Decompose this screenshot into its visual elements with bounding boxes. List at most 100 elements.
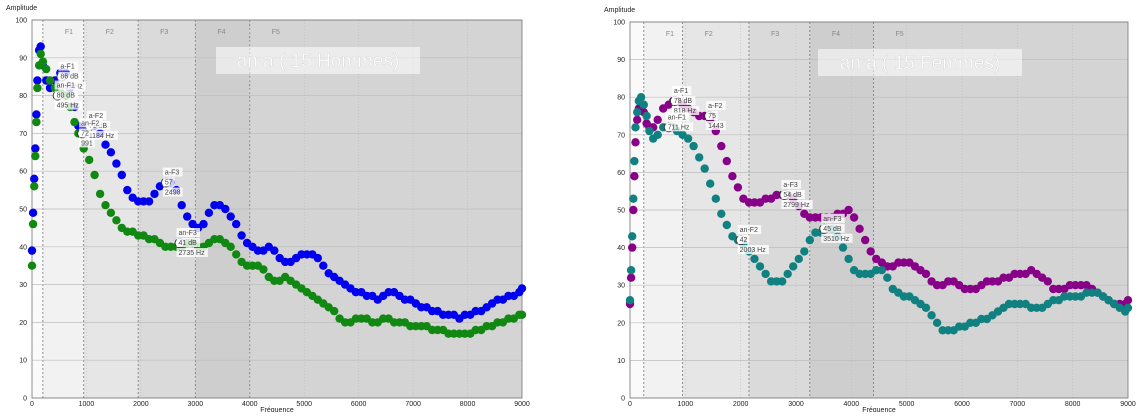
annotation-label: 72: [81, 130, 89, 137]
data-point: [683, 134, 693, 143]
y-axis-label: Amplitude: [604, 7, 635, 14]
data-point: [150, 189, 159, 199]
annotation-label-bg: [665, 122, 694, 132]
y-tick-label: 10: [19, 358, 27, 365]
annotation-2: a-F2 75 1443: [704, 101, 726, 130]
data-point: [33, 76, 42, 85]
data-point: [1123, 303, 1133, 312]
data-point: [1043, 277, 1052, 286]
data-point: [628, 243, 637, 252]
y-tick-label: 20: [617, 320, 625, 327]
data-point: [31, 151, 40, 161]
annotation-label: 1443: [708, 123, 724, 130]
annotation-label: 86 dB: [60, 74, 79, 81]
data-point: [706, 179, 715, 188]
annotation-1: an-F1 80 dB 495 Hz: [52, 80, 82, 110]
data-point: [642, 111, 651, 121]
y-tick-label: 90: [19, 55, 27, 62]
data-point: [32, 117, 41, 127]
data-point: [313, 253, 322, 263]
y-axis-label: Amplitude: [6, 5, 37, 12]
annotation-label-bg: [781, 189, 805, 199]
annotation-label-bg: [671, 95, 696, 105]
data-point: [629, 205, 638, 215]
x-tick-label: 6000: [351, 401, 367, 408]
x-tick-label: 0: [30, 401, 34, 408]
data-point: [789, 262, 798, 271]
x-tick-label: 0: [628, 401, 632, 408]
y-tick-label: 90: [617, 57, 625, 64]
annotation-4: a-F3 57 2498: [160, 167, 183, 197]
chart-panel-femmes: F1 F2 F3 F4 F5 0 10 20 30 40 50 60 70 80 90 100 0 1000 200…: [600, 0, 1141, 414]
annotation-label-bg: [821, 223, 845, 233]
annotation-label-bg: [58, 61, 78, 71]
annotation-label: an-F1: [668, 114, 686, 121]
data-point: [755, 262, 765, 271]
data-point: [199, 219, 208, 229]
data-point: [90, 170, 99, 180]
data-point: [700, 164, 709, 173]
annotation-label-bg: [54, 100, 82, 110]
data-point: [717, 209, 726, 218]
data-point: [221, 204, 230, 214]
data-point: [27, 246, 37, 255]
data-point: [31, 144, 40, 153]
y-tick-label: 100: [613, 20, 625, 27]
annotation-3: an-F2 72 991: [77, 118, 103, 148]
data-point: [45, 76, 55, 85]
x-tick-label: 7000: [405, 401, 421, 408]
y-tick-label: 60: [617, 170, 625, 177]
data-point: [95, 189, 105, 199]
annotation-label-bg: [821, 233, 853, 243]
data-point: [717, 141, 726, 151]
data-point: [626, 273, 636, 282]
annotation-label-bg: [665, 112, 690, 122]
annotation-label: 2799 Hz: [783, 202, 810, 209]
data-point: [36, 42, 45, 51]
data-point: [695, 153, 704, 162]
annotation-label-bg: [737, 245, 769, 255]
chart-panel-hommes: F1 F2 F3 F4 F5 0 10 20 30 40 50 60 70 80 90 100 0 1000 200…: [0, 0, 540, 414]
annotation-label: 80 dB: [57, 93, 76, 100]
annotation-label: 45 dB: [823, 226, 842, 233]
data-point: [633, 115, 642, 125]
x-tick-label: 1000: [678, 401, 694, 408]
data-point: [883, 273, 892, 282]
x-tick-label: 5000: [899, 401, 915, 408]
annotation-label-bg: [706, 101, 726, 110]
data-point: [861, 235, 870, 245]
chart-title: an a ( 15 Hommes): [237, 51, 400, 72]
annotation-label: 991: [81, 140, 93, 147]
y-tick-label: 70: [617, 132, 625, 139]
data-point: [636, 93, 646, 102]
data-point: [628, 232, 637, 241]
x-tick-label: 4000: [844, 401, 860, 408]
data-point: [106, 148, 116, 157]
annotation-label-bg: [86, 110, 107, 120]
annotation-label: 711 Hz: [668, 124, 690, 131]
y-tick-label: 20: [19, 320, 27, 327]
annotation-label-bg: [162, 187, 183, 197]
annotation-label-bg: [79, 118, 103, 128]
annotation-label: a-F3: [783, 182, 798, 189]
data-point: [270, 246, 279, 255]
x-tick-label: 6000: [954, 401, 970, 408]
band-label-f1: F1: [666, 31, 674, 38]
data-point: [112, 159, 121, 168]
y-tick-label: 100: [15, 18, 27, 25]
annotation-label-bg: [821, 213, 845, 223]
x-tick-label: 4000: [242, 401, 258, 408]
annotation-label-bg: [162, 167, 183, 177]
data-point: [517, 310, 527, 319]
y-tick-label: 30: [19, 282, 27, 289]
y-tick-label: 0: [621, 396, 625, 403]
y-tick-label: 40: [19, 244, 27, 251]
data-point: [626, 266, 636, 275]
annotation-label-bg: [54, 80, 79, 90]
annotation-label-bg: [737, 225, 762, 235]
data-point: [330, 306, 339, 316]
data-point: [631, 123, 640, 132]
series-1: [27, 49, 527, 338]
annotation-label-bg: [737, 235, 750, 245]
x-tick-label: 9000: [1120, 401, 1136, 408]
